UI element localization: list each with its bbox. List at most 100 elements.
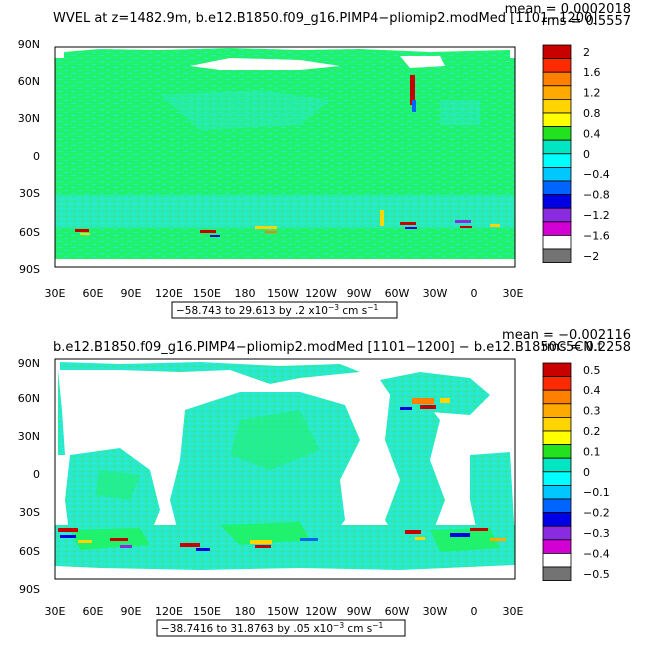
lat-tick-label: 0 — [33, 468, 40, 481]
colorbar-swatch — [542, 498, 572, 514]
lon-tick-label: 90E — [121, 287, 142, 300]
colorbar-swatch — [542, 416, 572, 432]
colorbar-label: 0.1 — [583, 445, 601, 458]
colorbar-swatch — [542, 194, 572, 209]
lat-tick-label: 0 — [33, 150, 40, 163]
colorbar-swatch — [542, 221, 572, 236]
lon-tick-label: 30E — [45, 287, 66, 300]
colorbar-swatch — [542, 112, 572, 128]
colorbar-label: −0.4 — [583, 168, 610, 181]
colorbar-swatch — [542, 484, 572, 500]
lon-tick-label: 90E — [121, 605, 142, 618]
panel-2-range-box: −38.7416 to 31.8763 by .05 x10−3 cm s−1 — [156, 619, 406, 637]
colorbar-label: 0 — [583, 466, 590, 479]
panel-2: b.e12.B1850.f09_g16.PIMP4−pliomip2.modMe… — [18, 328, 631, 637]
lon-tick-label: 30E — [503, 605, 524, 618]
panel-1-rms: rms = 0.5557 — [542, 14, 631, 29]
lat-tick-label: 90S — [19, 263, 40, 276]
lat-tick-label: 30S — [19, 187, 40, 200]
colorbar-label: −0.4 — [583, 547, 610, 560]
panel-2-lat-axis: 90N 60N 30N 0 30S 60S 90S — [18, 357, 40, 596]
lon-tick-label: 30E — [45, 605, 66, 618]
lon-tick-label: 90W — [347, 605, 372, 618]
lon-tick-label: 30E — [503, 287, 524, 300]
panel-1-lon-axis: 30E 60E 90E 120E 150E 180 150W 120W 90W … — [45, 287, 524, 300]
colorbar-label: 1.6 — [583, 66, 601, 79]
panel-2-rms: rms = 0.2258 — [542, 340, 631, 355]
lat-tick-label: 30N — [18, 430, 40, 443]
panel-2-mean: mean = −0.002116 — [502, 328, 631, 343]
colorbar-label: −0.5 — [583, 568, 610, 581]
colorbar-swatch — [542, 71, 572, 87]
panel-2-lon-axis: 30E 60E 90E 120E 150E 180 150W 120W 90W … — [45, 605, 524, 618]
colorbar-swatch — [542, 85, 572, 100]
lat-tick-label: 90N — [18, 38, 40, 51]
colorbar-swatch — [542, 512, 572, 527]
panel-2-title: b.e12.B1850.f09_g16.PIMP4−pliomip2.modMe… — [53, 340, 602, 355]
lon-tick-label: 60W — [385, 287, 410, 300]
lat-tick-label: 30N — [18, 112, 40, 125]
colorbar-label: 0 — [583, 148, 590, 161]
lon-tick-label: 150W — [267, 287, 299, 300]
lon-tick-label: 60W — [385, 605, 410, 618]
colorbar-swatch — [542, 553, 572, 568]
colorbar-swatch — [542, 234, 572, 250]
colorbar-swatch — [542, 166, 572, 182]
panel-1-lat-axis: 90N 60N 30N 0 30S 60S 90S — [18, 38, 40, 276]
lat-tick-label: 30S — [19, 506, 40, 519]
lon-tick-label: 90W — [347, 287, 372, 300]
colorbar-label: −0.2 — [583, 507, 610, 520]
lon-tick-label: 120E — [155, 287, 183, 300]
colorbar-swatch — [542, 444, 572, 459]
panel-1-range-text: −58.743 to 29.613 by .2 x10−3 cm s−1 — [176, 303, 378, 317]
colorbar-swatch — [542, 389, 572, 405]
lon-tick-label: 120E — [155, 605, 183, 618]
panel-1: WVEL at z=1482.9m, b.e12.B1850.f09_g16.P… — [18, 2, 631, 319]
panel-1-range-box: −58.743 to 29.613 by .2 x10−3 cm s−1 — [171, 301, 398, 319]
colorbar-label: 0.4 — [583, 384, 601, 397]
lat-tick-label: 60N — [18, 392, 40, 405]
lon-tick-label: 180 — [235, 287, 256, 300]
lat-tick-label: 60S — [19, 545, 40, 558]
colorbar-label: −2 — [583, 250, 599, 263]
colorbar-swatch — [542, 566, 572, 582]
colorbar-swatch — [542, 525, 572, 541]
colorbar-swatch — [542, 139, 572, 155]
panel-2-colorbar: 0.5 0.4 0.3 0.2 0.1 0 −0.1 −0.2 −0.3 −0.4 −0.5 — [542, 362, 610, 582]
colorbar-swatch — [542, 99, 572, 114]
lon-tick-label: 60E — [83, 605, 104, 618]
colorbar-swatch — [542, 126, 572, 141]
lon-tick-label: 120W — [305, 287, 337, 300]
colorbar-label: −0.1 — [583, 486, 610, 499]
colorbar-label: −1.6 — [583, 229, 610, 242]
colorbar-swatch — [542, 153, 572, 168]
lon-tick-label: 30W — [423, 287, 448, 300]
lat-tick-label: 60S — [19, 226, 40, 239]
lon-tick-label: 150E — [193, 605, 221, 618]
panel-1-mean: mean = 0.0002018 — [505, 2, 631, 17]
colorbar-label: 1.2 — [583, 87, 601, 100]
colorbar-label: 0.3 — [583, 405, 601, 418]
colorbar-label: 0.5 — [583, 364, 601, 377]
lat-tick-label: 90S — [19, 583, 40, 596]
panel-2-range-text: −38.7416 to 31.8763 by .05 x10−3 cm s−1 — [161, 621, 384, 635]
colorbar-swatch — [542, 362, 572, 378]
lon-tick-label: 30W — [423, 605, 448, 618]
colorbar-swatch — [542, 58, 572, 73]
colorbar-swatch — [542, 376, 572, 391]
colorbar-label: 0.4 — [583, 127, 601, 140]
panel-1-map — [54, 46, 516, 268]
colorbar-swatch — [542, 207, 572, 223]
colorbar-swatch — [542, 457, 572, 473]
colorbar-swatch — [542, 539, 572, 554]
panel-1-colorbar: 2 1.6 1.2 0.8 0.4 0 −0.4 −0.8 −1.2 −1.6 −2 — [542, 44, 610, 264]
colorbar-label: 0.2 — [583, 425, 601, 438]
panel-1-hotspots — [75, 75, 500, 237]
colorbar-swatch — [542, 430, 572, 446]
lat-tick-label: 90N — [18, 357, 40, 370]
panel-1-title: WVEL at z=1482.9m, b.e12.B1850.f09_g16.P… — [53, 11, 597, 26]
lon-tick-label: 150W — [267, 605, 299, 618]
colorbar-label: 2 — [583, 46, 590, 59]
colorbar-swatch — [542, 44, 572, 60]
